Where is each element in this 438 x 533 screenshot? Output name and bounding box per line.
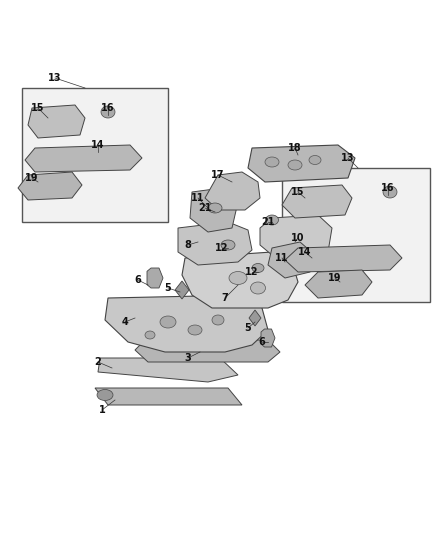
Text: 21: 21 [198,203,212,213]
Text: 13: 13 [48,73,62,83]
Text: 16: 16 [381,183,395,193]
Text: 18: 18 [288,143,302,153]
Text: 5: 5 [245,323,251,333]
Polygon shape [28,105,85,138]
Ellipse shape [212,315,224,325]
Bar [282,168,430,302]
Ellipse shape [145,331,155,339]
Text: 6: 6 [258,337,265,347]
Ellipse shape [265,215,279,225]
Text: 7: 7 [222,293,228,303]
Text: 14: 14 [298,247,312,257]
Text: 11: 11 [275,253,289,263]
Polygon shape [175,281,189,299]
Text: 19: 19 [25,173,39,183]
Text: 6: 6 [134,275,141,285]
Ellipse shape [309,156,321,165]
Text: 10: 10 [291,233,305,243]
Ellipse shape [188,325,202,335]
Bar [22,88,168,222]
Polygon shape [98,358,238,382]
Text: 11: 11 [191,193,205,203]
Polygon shape [205,172,260,210]
Polygon shape [249,310,261,326]
Ellipse shape [288,160,302,170]
Ellipse shape [221,240,235,250]
Ellipse shape [251,282,265,294]
Text: 2: 2 [95,357,101,367]
Text: 17: 17 [211,170,225,180]
Text: 12: 12 [215,243,229,253]
Ellipse shape [383,186,397,198]
Polygon shape [261,329,275,347]
Ellipse shape [229,271,247,285]
Text: 16: 16 [101,103,115,113]
Polygon shape [178,222,252,265]
Polygon shape [190,188,238,232]
Polygon shape [135,340,280,362]
Text: 21: 21 [261,217,275,227]
Ellipse shape [160,316,176,328]
Polygon shape [285,245,402,272]
Text: 14: 14 [91,140,105,150]
Polygon shape [268,242,315,278]
Text: 1: 1 [99,405,106,415]
Polygon shape [105,295,268,352]
Polygon shape [147,268,163,288]
Text: 12: 12 [245,267,259,277]
Ellipse shape [101,106,115,118]
Ellipse shape [265,157,279,167]
Polygon shape [282,185,352,218]
Polygon shape [25,145,142,172]
Text: 19: 19 [328,273,342,283]
Polygon shape [248,145,355,182]
Text: 5: 5 [165,283,171,293]
Text: 3: 3 [185,353,191,363]
Polygon shape [260,215,332,262]
Polygon shape [95,388,242,405]
Text: 15: 15 [31,103,45,113]
Text: 13: 13 [341,153,355,163]
Ellipse shape [208,203,222,213]
Text: 4: 4 [122,317,128,327]
Polygon shape [305,270,372,298]
Text: 8: 8 [184,240,191,250]
Polygon shape [18,172,82,200]
Ellipse shape [97,390,113,400]
Ellipse shape [252,263,264,272]
Text: 15: 15 [291,187,305,197]
Polygon shape [182,252,298,308]
